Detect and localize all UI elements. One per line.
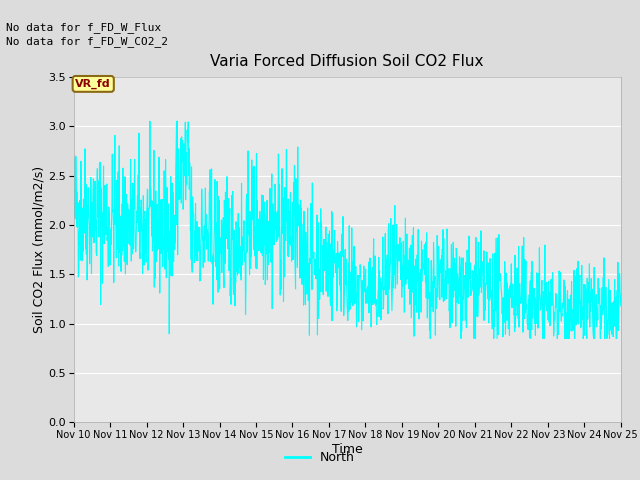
Text: No data for f_FD_W_CO2_2: No data for f_FD_W_CO2_2 xyxy=(6,36,168,47)
North xyxy=(381,230,389,236)
Legend: North: North xyxy=(280,446,360,469)
North xyxy=(134,172,142,178)
North xyxy=(426,336,434,341)
Y-axis label: Soil CO2 Flux (mmol/m2/s): Soil CO2 Flux (mmol/m2/s) xyxy=(33,166,45,333)
North xyxy=(617,303,625,309)
North xyxy=(323,266,331,272)
Text: VR_fd: VR_fd xyxy=(76,79,111,89)
Title: Varia Forced Diffusion Soil CO2 Flux: Varia Forced Diffusion Soil CO2 Flux xyxy=(211,54,484,69)
North xyxy=(112,217,120,223)
North xyxy=(302,251,310,257)
North xyxy=(314,332,321,338)
Text: No data for f_FD_W_Flux: No data for f_FD_W_Flux xyxy=(6,22,162,33)
Line: North: North xyxy=(74,121,621,338)
X-axis label: Time: Time xyxy=(332,443,363,456)
North xyxy=(146,119,154,124)
North xyxy=(70,190,77,196)
